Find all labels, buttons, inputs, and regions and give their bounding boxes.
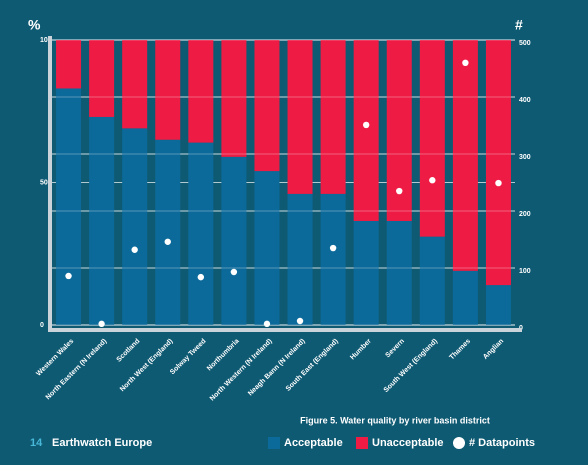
datapoint bbox=[131, 246, 138, 253]
bar-segment bbox=[353, 40, 379, 221]
datapoint bbox=[164, 238, 171, 245]
legend-marker bbox=[356, 437, 368, 449]
bar-segment bbox=[89, 40, 115, 117]
bar-segment bbox=[155, 139, 181, 325]
datapoint bbox=[362, 121, 370, 129]
bar-segment bbox=[56, 88, 82, 325]
bar-segment bbox=[287, 193, 313, 325]
bar-segment bbox=[485, 285, 511, 325]
y-tick-label: 0 bbox=[40, 322, 44, 329]
bar-segment bbox=[287, 40, 313, 194]
brand: Earthwatch Europe bbox=[52, 437, 152, 449]
bar-segment bbox=[221, 156, 247, 325]
bar-segment bbox=[452, 40, 478, 271]
bar-segment bbox=[353, 220, 379, 325]
y2-tick-label: 200 bbox=[519, 211, 531, 218]
datapoint bbox=[396, 187, 403, 195]
y2-tick-label: 500 bbox=[519, 40, 531, 47]
bar-segment bbox=[386, 220, 412, 325]
legend-label: # Datapoints bbox=[469, 437, 535, 449]
y2-axis-label: # bbox=[515, 17, 523, 33]
legend: Acceptable Unacceptable # Datapoints bbox=[268, 437, 535, 449]
legend-label: Unacceptable bbox=[372, 437, 444, 449]
datapoint bbox=[263, 320, 271, 328]
bar-segment bbox=[89, 116, 115, 325]
y-axis-label: % bbox=[28, 17, 41, 33]
caption: Figure 5. Water quality by river basin d… bbox=[300, 415, 490, 425]
y-tick-label: 50 bbox=[40, 179, 48, 186]
bar-segment bbox=[419, 40, 445, 237]
bar-segment bbox=[452, 270, 478, 325]
bar-segment bbox=[56, 40, 82, 89]
bar-segment bbox=[254, 171, 280, 325]
datapoint bbox=[65, 272, 72, 280]
bar-segment bbox=[320, 193, 346, 325]
y2-tick-label: 300 bbox=[519, 154, 531, 161]
bar-segment bbox=[155, 40, 181, 140]
legend-label: Acceptable bbox=[284, 437, 343, 449]
bar-segment bbox=[485, 40, 511, 286]
datapoint bbox=[230, 268, 238, 276]
bar-segment bbox=[419, 236, 445, 325]
datapoint bbox=[329, 244, 337, 252]
datapoint bbox=[197, 273, 205, 281]
bar-segment bbox=[254, 40, 280, 172]
datapoint bbox=[495, 179, 502, 187]
y2-tick-label: 100 bbox=[519, 268, 531, 275]
y2-tick-label: 400 bbox=[519, 97, 531, 104]
bar-segment bbox=[188, 40, 214, 143]
datapoint bbox=[462, 59, 469, 66]
bar-segment bbox=[188, 142, 214, 325]
y-tick-label: 100 bbox=[40, 37, 52, 44]
page-number: 14 bbox=[30, 437, 43, 449]
bar-segment bbox=[221, 40, 247, 157]
legend-marker bbox=[453, 437, 465, 449]
legend-marker bbox=[268, 437, 280, 449]
datapoint bbox=[429, 177, 436, 184]
datapoint bbox=[98, 320, 105, 328]
bar-segment bbox=[122, 40, 148, 129]
bar-segment bbox=[320, 40, 346, 194]
datapoint bbox=[296, 317, 304, 325]
bar-segment bbox=[122, 128, 148, 325]
